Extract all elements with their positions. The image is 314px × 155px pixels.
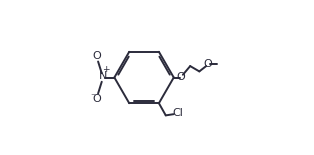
Text: Cl: Cl [172, 108, 183, 118]
Text: O: O [93, 51, 101, 61]
Text: O: O [177, 72, 186, 82]
Text: O: O [203, 59, 212, 69]
Text: +: + [102, 65, 110, 74]
Text: O: O [93, 94, 101, 104]
Text: ⁻: ⁻ [90, 92, 95, 102]
Text: N: N [99, 71, 107, 81]
